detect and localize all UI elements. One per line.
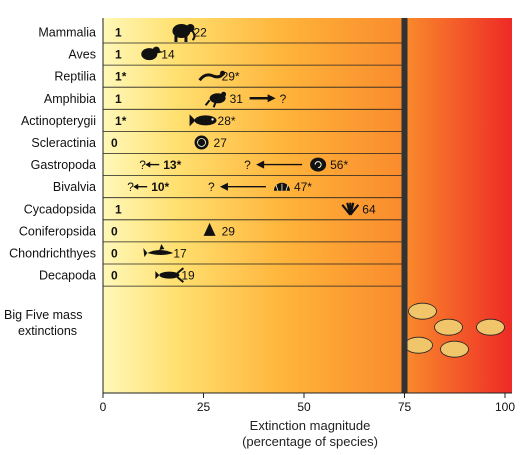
fish-icon xyxy=(189,114,217,127)
big-five-label: extinctions xyxy=(18,324,77,338)
fossil-icon xyxy=(476,318,505,336)
category-label: Coniferopsida xyxy=(19,224,96,238)
x-tick-label: 0 xyxy=(100,400,107,414)
projected-value-label: 19 xyxy=(181,269,195,283)
shark-icon xyxy=(143,244,174,257)
uncertain-marker: ? xyxy=(244,158,251,172)
projected-value-label: 29 xyxy=(222,224,236,238)
observed-value-label: 1 xyxy=(115,26,122,40)
category-label: Reptilia xyxy=(54,70,96,84)
x-axis-title: Extinction magnitude (percentage of spec… xyxy=(180,418,440,450)
observed-value-label: 1* xyxy=(115,70,127,84)
projected-value-label: 56* xyxy=(330,158,348,172)
conifer-icon xyxy=(203,222,216,236)
projected-value-label: 17 xyxy=(173,247,187,261)
observed-value-label: 13* xyxy=(163,158,181,172)
category-label: Actinopterygii xyxy=(21,114,96,128)
x-axis-sublabel: (percentage of species) xyxy=(242,434,378,449)
x-axis-label: Extinction magnitude xyxy=(249,418,371,433)
plot-background xyxy=(103,18,512,393)
category-label: Gastropoda xyxy=(31,158,96,172)
observed-value-label: 1 xyxy=(115,92,122,106)
uncertainty-arrow-head xyxy=(219,182,228,191)
category-label: Aves xyxy=(68,48,96,62)
projected-value-label: 31 xyxy=(230,92,244,106)
observed-arrow-head xyxy=(133,183,139,190)
observed-value-label: 0 xyxy=(111,269,118,283)
category-label: Amphibia xyxy=(44,92,96,106)
uncertain-marker: ? xyxy=(139,158,146,172)
fossil-icon xyxy=(404,336,433,354)
lizard-icon xyxy=(198,70,226,82)
snail-icon xyxy=(310,157,327,172)
coral-icon xyxy=(194,135,209,150)
frog-icon xyxy=(204,91,227,108)
fossil-icon xyxy=(434,318,463,336)
x-tick-label: 25 xyxy=(197,400,211,414)
fossil-icon xyxy=(408,302,437,320)
projected-value-label: 27 xyxy=(214,136,228,150)
uncertainty-arrow-head xyxy=(267,94,276,103)
uncertainty-arrow-head xyxy=(256,160,265,169)
observed-value-label: 10* xyxy=(151,180,169,194)
category-label: Scleractinia xyxy=(31,136,96,150)
category-label: Chondrichthyes xyxy=(9,247,96,261)
x-tick-label: 50 xyxy=(297,400,311,414)
projected-value-label: 14 xyxy=(161,48,175,62)
threshold-line xyxy=(401,18,408,393)
observed-value-label: 0 xyxy=(111,224,118,238)
uncertain-marker: ? xyxy=(127,180,134,194)
lobster-icon xyxy=(155,267,185,283)
observed-value-label: 0 xyxy=(111,247,118,261)
uncertain-marker: ? xyxy=(208,180,215,194)
mammoth-icon xyxy=(172,24,196,42)
projected-value-label: 29* xyxy=(222,70,240,84)
category-label: Cycadopsida xyxy=(24,202,96,216)
big-five-label: Big Five mass xyxy=(4,308,83,322)
fossil-icon xyxy=(440,340,469,358)
observed-arrow-head xyxy=(145,161,151,168)
projected-value-label: 47* xyxy=(294,180,312,194)
projected-value-label: 64 xyxy=(362,202,376,216)
cycad-icon xyxy=(341,202,360,216)
clam-icon xyxy=(273,182,290,191)
x-tick-label: 75 xyxy=(398,400,412,414)
category-label: Bivalvia xyxy=(53,180,96,194)
observed-value-label: 1 xyxy=(115,48,122,62)
dodo-icon xyxy=(141,46,164,61)
observed-value-label: 1* xyxy=(115,114,127,128)
projected-value-label: 22 xyxy=(193,26,207,40)
uncertain-marker: ? xyxy=(280,92,287,106)
observed-value-label: 1 xyxy=(115,202,122,216)
category-label: Decapoda xyxy=(39,269,96,283)
category-label: Mammalia xyxy=(38,26,96,40)
observed-value-label: 0 xyxy=(111,136,118,150)
x-tick-label: 100 xyxy=(495,400,515,414)
projected-value-label: 28* xyxy=(218,114,236,128)
